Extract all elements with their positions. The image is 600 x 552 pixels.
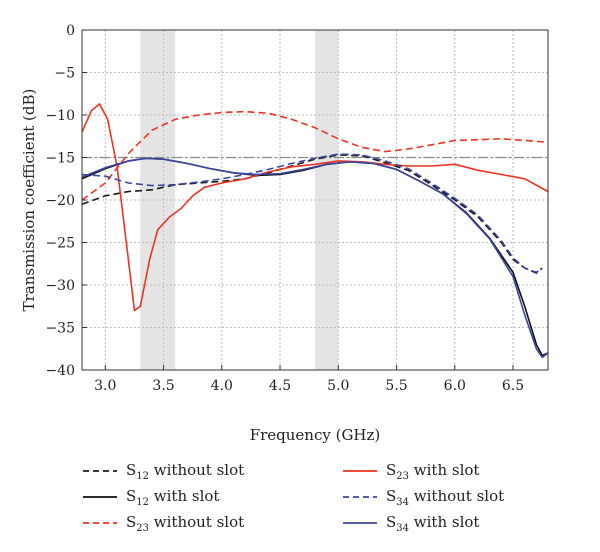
x-tick-label-7: 6.5 [502,378,524,394]
legend-swatch [82,466,118,476]
x-tick-label-3: 4.5 [269,378,291,394]
shaded-band-1 [140,30,175,370]
legend-item-s23-with-slot: S23 with slot [342,460,479,482]
legend-item-s23-without-slot: S23 without slot [82,512,244,534]
y-tick-label-6: −30 [45,278,75,294]
legend-swatch [342,492,378,502]
y-tick-label-7: −35 [45,321,75,337]
legend: S12 without slot S12 with slot S23 without… [82,460,552,540]
x-tick-label-2: 4.0 [211,378,233,394]
legend-item-s34-with-slot: S34 with slot [342,512,479,534]
legend-swatch [342,518,378,528]
legend-item-s34-without-slot: S34 without slot [342,486,504,508]
legend-swatch [82,492,118,502]
legend-item-s12-with-slot: S12 with slot [82,486,219,508]
y-tick-label-0: 0 [66,23,75,39]
y-tick-label-4: −20 [45,193,75,209]
y-axis-ticks: 0 −5 −10 −15 −20 −25 −30 −35 −40 [45,23,87,379]
x-tick-label-4: 5.0 [327,378,349,394]
legend-label: S12 without slot [126,461,244,482]
legend-swatch [342,466,378,476]
y-tick-label-1: −5 [54,66,75,82]
x-tick-label-5: 5.5 [385,378,407,394]
x-tick-label-1: 3.5 [152,378,174,394]
legend-label: S23 with slot [386,461,479,482]
legend-label: S23 without slot [126,513,244,534]
legend-label: S34 without slot [386,487,504,508]
y-tick-label-3: −15 [45,151,75,167]
y-axis-title: Transmission coefficient (dB) [20,89,38,312]
y-tick-label-2: −10 [45,108,75,124]
x-axis-title: Frequency (GHz) [250,426,381,444]
legend-label: S34 with slot [386,513,479,534]
x-tick-label-0: 3.0 [94,378,116,394]
x-tick-label-6: 6.0 [444,378,466,394]
y-tick-label-5: −25 [45,236,75,252]
legend-item-s12-without-slot: S12 without slot [82,460,244,482]
transmission-chart: 3.0 3.5 4.0 4.5 5.0 5.5 6.0 6.5 0 −5 −10 −15 −20 −25… [0,0,600,460]
legend-label: S12 with slot [126,487,219,508]
y-tick-label-8: −40 [45,363,75,379]
legend-swatch [82,518,118,528]
